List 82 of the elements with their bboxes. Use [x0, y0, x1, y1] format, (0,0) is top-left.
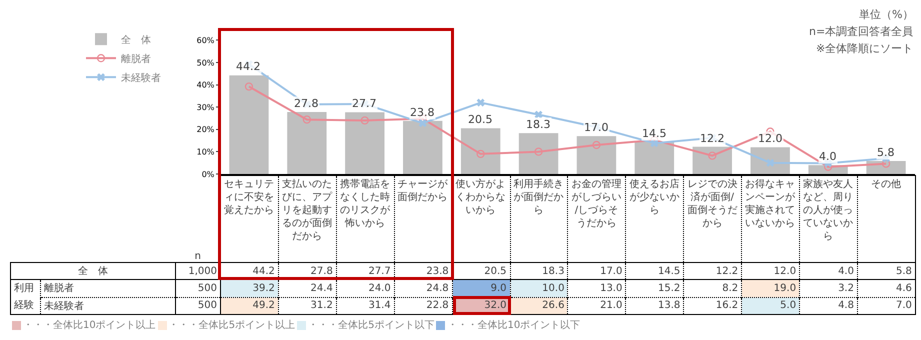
y-tick-label: 30%	[196, 102, 215, 112]
x-tick-label: その他	[871, 178, 902, 190]
data-label: 3.2	[800, 280, 858, 297]
text: 1,000	[176, 262, 220, 280]
y-tick-label: 50%	[196, 58, 215, 68]
text: 23.8	[410, 106, 434, 119]
annotation: ※全体降順にソート	[816, 42, 914, 55]
data-label: 16.2	[684, 297, 742, 314]
text: 12.2	[700, 132, 724, 145]
data-label: 5.0	[742, 297, 800, 314]
data-label: 23.8	[394, 262, 452, 280]
y-tick-label: 0%	[202, 170, 215, 179]
x-tick-label: 使い方がよくわからないから	[456, 178, 506, 216]
data-label: 39.2	[220, 280, 278, 297]
text: 離脱者	[44, 283, 74, 294]
data-label: 12.0	[742, 262, 800, 280]
y-tick-label: 20%	[196, 125, 215, 134]
data-label: 27.7	[336, 262, 394, 280]
text: 20.5	[468, 113, 492, 126]
y-tick-label: 60%	[196, 36, 215, 45]
data-label: 17.0	[568, 262, 626, 280]
data-label: 24.8	[394, 280, 452, 297]
data-label: 24.4	[278, 280, 336, 297]
data-label: 4.6	[857, 280, 916, 297]
legend-label: 未経験者	[121, 72, 161, 84]
data-label: 5.8	[857, 262, 916, 280]
text: n	[194, 251, 201, 262]
x-tick-label: チャージが面倒だから	[398, 179, 449, 203]
text: 27.8	[294, 97, 318, 110]
x-tick-label: 家族や友人など、周りの人が使っていないから	[803, 178, 854, 242]
x-tick-label: 利用手続きが面倒だから	[514, 178, 564, 216]
data-label: 14.5	[626, 262, 684, 280]
text: 未経験者	[44, 300, 84, 312]
text: ・・・全体比5ポイント以上	[168, 318, 296, 332]
data-label: 27.8	[278, 262, 336, 280]
data-label: 20.5	[452, 262, 510, 280]
data-label: 8.2	[684, 280, 742, 297]
x-tick-label: セキュリティに不安を覚えたから	[224, 179, 274, 216]
data-label: 4.8	[800, 297, 858, 314]
legend-label: 全 体	[121, 34, 151, 46]
text: 14.5	[642, 127, 666, 140]
text: ・・・全体比10ポイント以下	[447, 318, 580, 332]
data-label: 31.4	[336, 297, 394, 314]
x-tick-label: 携帯電話をなくした時のリスクが怖いから	[340, 178, 391, 229]
x-tick-label: 支払いのたびに、アプリを起動するのが面倒だから	[282, 178, 333, 242]
data-label: 26.6	[510, 297, 568, 314]
data-label: 13.8	[626, 297, 684, 314]
data-label: 18.3	[510, 262, 568, 280]
data-label: 12.2	[684, 262, 742, 280]
x-tick-label: 使えるお店が少ないから	[629, 178, 680, 216]
data-label: 15.2	[626, 280, 684, 297]
data-label: 10.0	[510, 280, 568, 297]
data-label: 22.8	[394, 297, 452, 314]
text: ・・・全体比5ポイント以下	[308, 318, 434, 332]
text: 12.0	[758, 132, 782, 145]
data-label: 4.0	[800, 262, 858, 280]
x-tick-label: レジでの決済が面倒/面倒そうだから	[687, 178, 738, 229]
text: 5.8	[877, 146, 894, 159]
text: 全 体	[78, 266, 108, 277]
y-tick-label: 10%	[196, 147, 215, 156]
x-tick-label: お得なキャンペーンが実施されていないから	[745, 179, 796, 229]
text: 44.2	[236, 60, 260, 73]
text: 500	[176, 297, 220, 314]
data-label: 24.0	[336, 280, 394, 297]
data-label: 7.0	[857, 297, 916, 314]
legend-label: 離脱者	[121, 53, 151, 66]
data-label: 49.2	[220, 297, 278, 314]
data-label: 13.0	[568, 280, 626, 297]
data-label: 44.2	[220, 262, 278, 280]
text: 利用経験	[10, 280, 40, 314]
data-label: 31.2	[278, 297, 336, 314]
text: ・・・全体比10ポイント以上	[23, 318, 156, 332]
data-label: 9.0	[452, 280, 510, 297]
text: 4.0	[819, 150, 836, 163]
text: 500	[176, 280, 220, 297]
x-tick-label: お金の管理がしづらい/しづらそうだから	[571, 178, 622, 229]
text: 単位（%）	[859, 8, 914, 21]
data-label: 21.0	[568, 297, 626, 314]
y-tick-label: 40%	[196, 80, 215, 90]
annotation: n=本調査回答者全員	[809, 25, 914, 38]
data-label: 19.0	[742, 280, 800, 297]
text: 18.3	[526, 118, 550, 131]
